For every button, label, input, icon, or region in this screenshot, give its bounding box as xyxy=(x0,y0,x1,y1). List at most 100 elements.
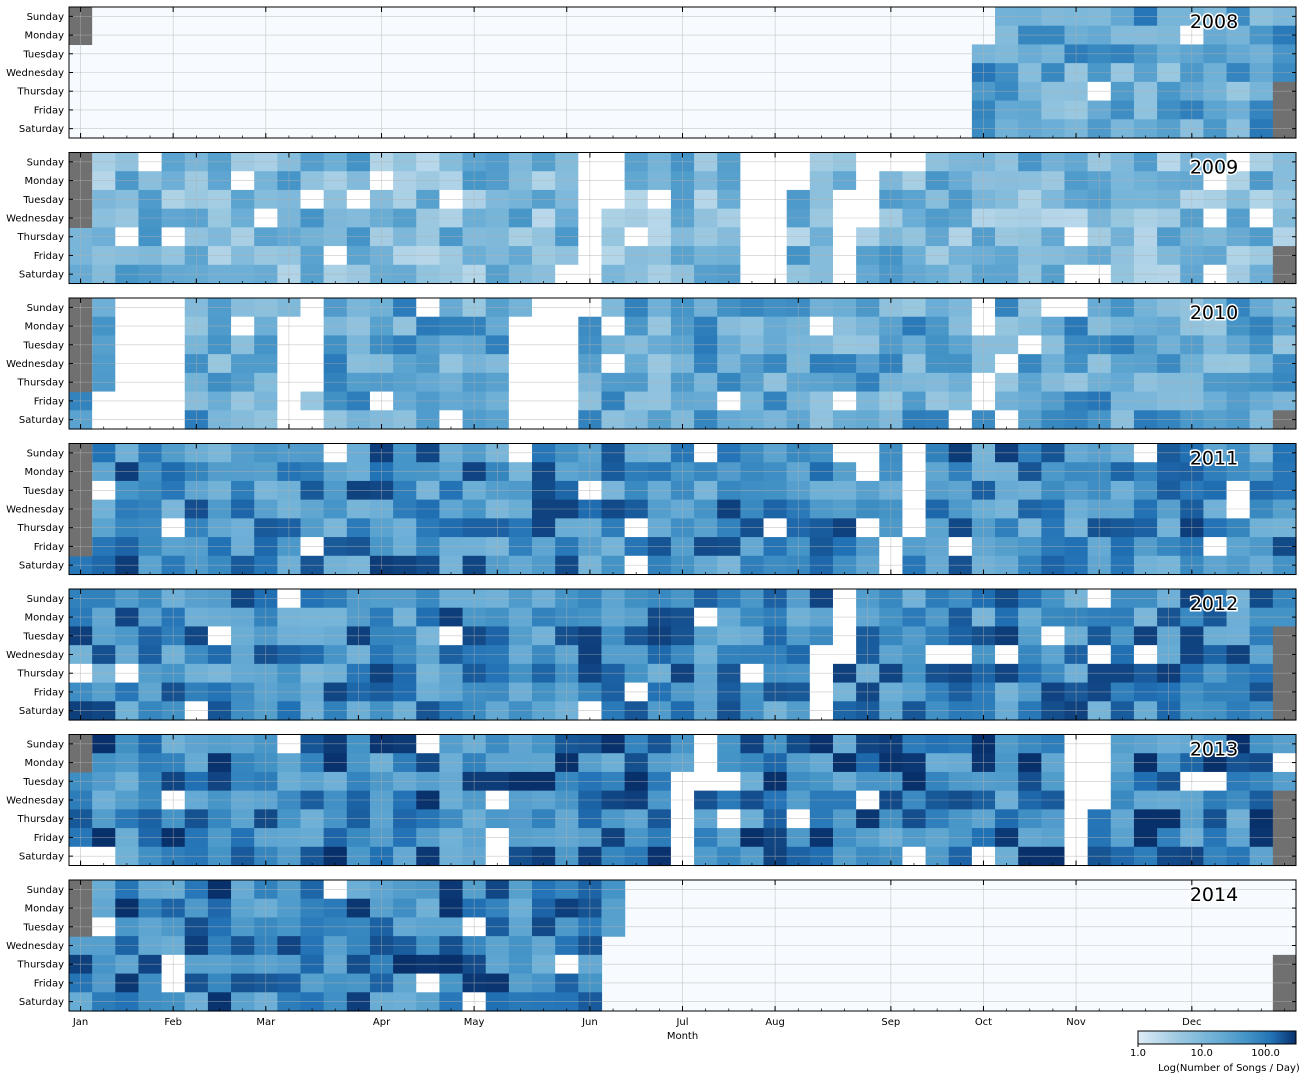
day-cell xyxy=(485,607,510,628)
day-cell xyxy=(254,391,278,411)
day-cell xyxy=(346,790,371,810)
day-cell xyxy=(393,645,417,665)
day-cell xyxy=(462,753,487,773)
day-cell xyxy=(555,936,579,956)
y-tick-label: Friday xyxy=(34,105,64,116)
y-tick-label: Monday xyxy=(25,467,65,478)
year-label: 2011 xyxy=(1190,448,1238,470)
day-cell xyxy=(1203,607,1228,628)
x-axis-label: Month xyxy=(667,1031,698,1042)
panel-border xyxy=(68,588,1297,721)
day-cell xyxy=(439,753,464,773)
day-cell xyxy=(1133,607,1158,628)
day-cell xyxy=(369,607,394,628)
x-tick-label: Jan xyxy=(72,1017,88,1028)
day-cell xyxy=(277,790,302,810)
outside-year-cell xyxy=(1272,790,1296,810)
x-tick-label: Dec xyxy=(1182,1017,1201,1028)
day-cell xyxy=(1041,790,1066,810)
day-cell xyxy=(439,898,464,919)
day-cell xyxy=(925,753,950,773)
panel-border xyxy=(68,6,1297,139)
day-cell xyxy=(115,936,140,956)
y-tick-label: Wednesday xyxy=(6,359,64,370)
day-cell xyxy=(346,753,371,773)
day-cell xyxy=(323,790,348,810)
day-cell xyxy=(532,753,556,773)
day-cell xyxy=(948,790,973,810)
day-cell xyxy=(138,753,163,773)
day-cell xyxy=(832,753,857,773)
day-cell xyxy=(809,753,834,773)
day-cell xyxy=(856,391,880,411)
day-cell xyxy=(740,391,765,411)
day-cell xyxy=(1064,645,1089,665)
day-cell xyxy=(69,391,93,411)
day-cell xyxy=(1226,645,1251,665)
day-cell xyxy=(439,790,464,810)
day-cell xyxy=(578,607,603,628)
day-cell xyxy=(1064,607,1089,628)
day-cell xyxy=(92,936,116,956)
day-cell xyxy=(694,753,718,773)
day-cell xyxy=(555,898,579,919)
day-cell xyxy=(184,936,209,956)
day-cell xyxy=(1157,391,1181,411)
day-cell xyxy=(300,790,325,810)
day-cell xyxy=(1203,645,1228,665)
day-cell xyxy=(300,391,325,411)
y-tick-label: Friday xyxy=(34,687,64,698)
y-tick-label: Friday xyxy=(34,833,64,844)
y-tick-label: Sunday xyxy=(27,303,64,314)
y-tick-label: Thursday xyxy=(17,378,65,389)
day-cell xyxy=(624,607,649,628)
day-cell xyxy=(346,898,371,919)
y-tick-label: Friday xyxy=(34,542,64,553)
day-cell xyxy=(393,898,417,919)
x-tick-label: Sep xyxy=(881,1017,900,1028)
day-cell xyxy=(925,391,950,411)
day-cell xyxy=(1133,391,1158,411)
day-cell xyxy=(462,391,487,411)
day-cell xyxy=(694,645,718,665)
year-label: 2008 xyxy=(1190,11,1238,33)
day-cell xyxy=(1064,790,1089,810)
day-cell xyxy=(1018,753,1042,773)
day-cell xyxy=(1249,607,1274,628)
day-cell xyxy=(879,645,904,665)
x-tick-label: Oct xyxy=(975,1017,992,1028)
day-cell xyxy=(462,936,487,956)
day-cell xyxy=(740,607,765,628)
day-cell xyxy=(902,753,927,773)
day-cell xyxy=(277,898,302,919)
day-cell xyxy=(485,936,510,956)
day-cell xyxy=(277,753,302,773)
day-cell xyxy=(184,753,209,773)
y-tick-label: Friday xyxy=(34,251,64,262)
y-tick-label: Thursday xyxy=(17,814,65,825)
day-cell xyxy=(323,936,348,956)
day-cell xyxy=(138,607,163,628)
day-cell xyxy=(92,645,116,665)
year-label: 2013 xyxy=(1190,739,1238,761)
x-tick-label: May xyxy=(464,1017,485,1028)
day-cell xyxy=(231,898,255,919)
day-cell xyxy=(231,753,255,773)
day-cell xyxy=(1180,607,1204,628)
y-tick-label: Saturday xyxy=(19,561,64,572)
day-cell xyxy=(532,936,556,956)
day-cell xyxy=(647,753,672,773)
day-cell xyxy=(1226,790,1251,810)
y-tick-label: Friday xyxy=(34,396,64,407)
y-tick-label: Tuesday xyxy=(22,49,64,60)
y-tick-label: Wednesday xyxy=(6,68,64,79)
day-cell xyxy=(231,936,255,956)
day-cell xyxy=(508,391,533,411)
day-cell xyxy=(694,607,718,628)
day-cell xyxy=(1041,607,1066,628)
day-cell xyxy=(1249,391,1274,411)
day-cell xyxy=(763,607,788,628)
day-cell xyxy=(92,753,116,773)
day-cell xyxy=(578,790,603,810)
day-cell xyxy=(115,898,140,919)
